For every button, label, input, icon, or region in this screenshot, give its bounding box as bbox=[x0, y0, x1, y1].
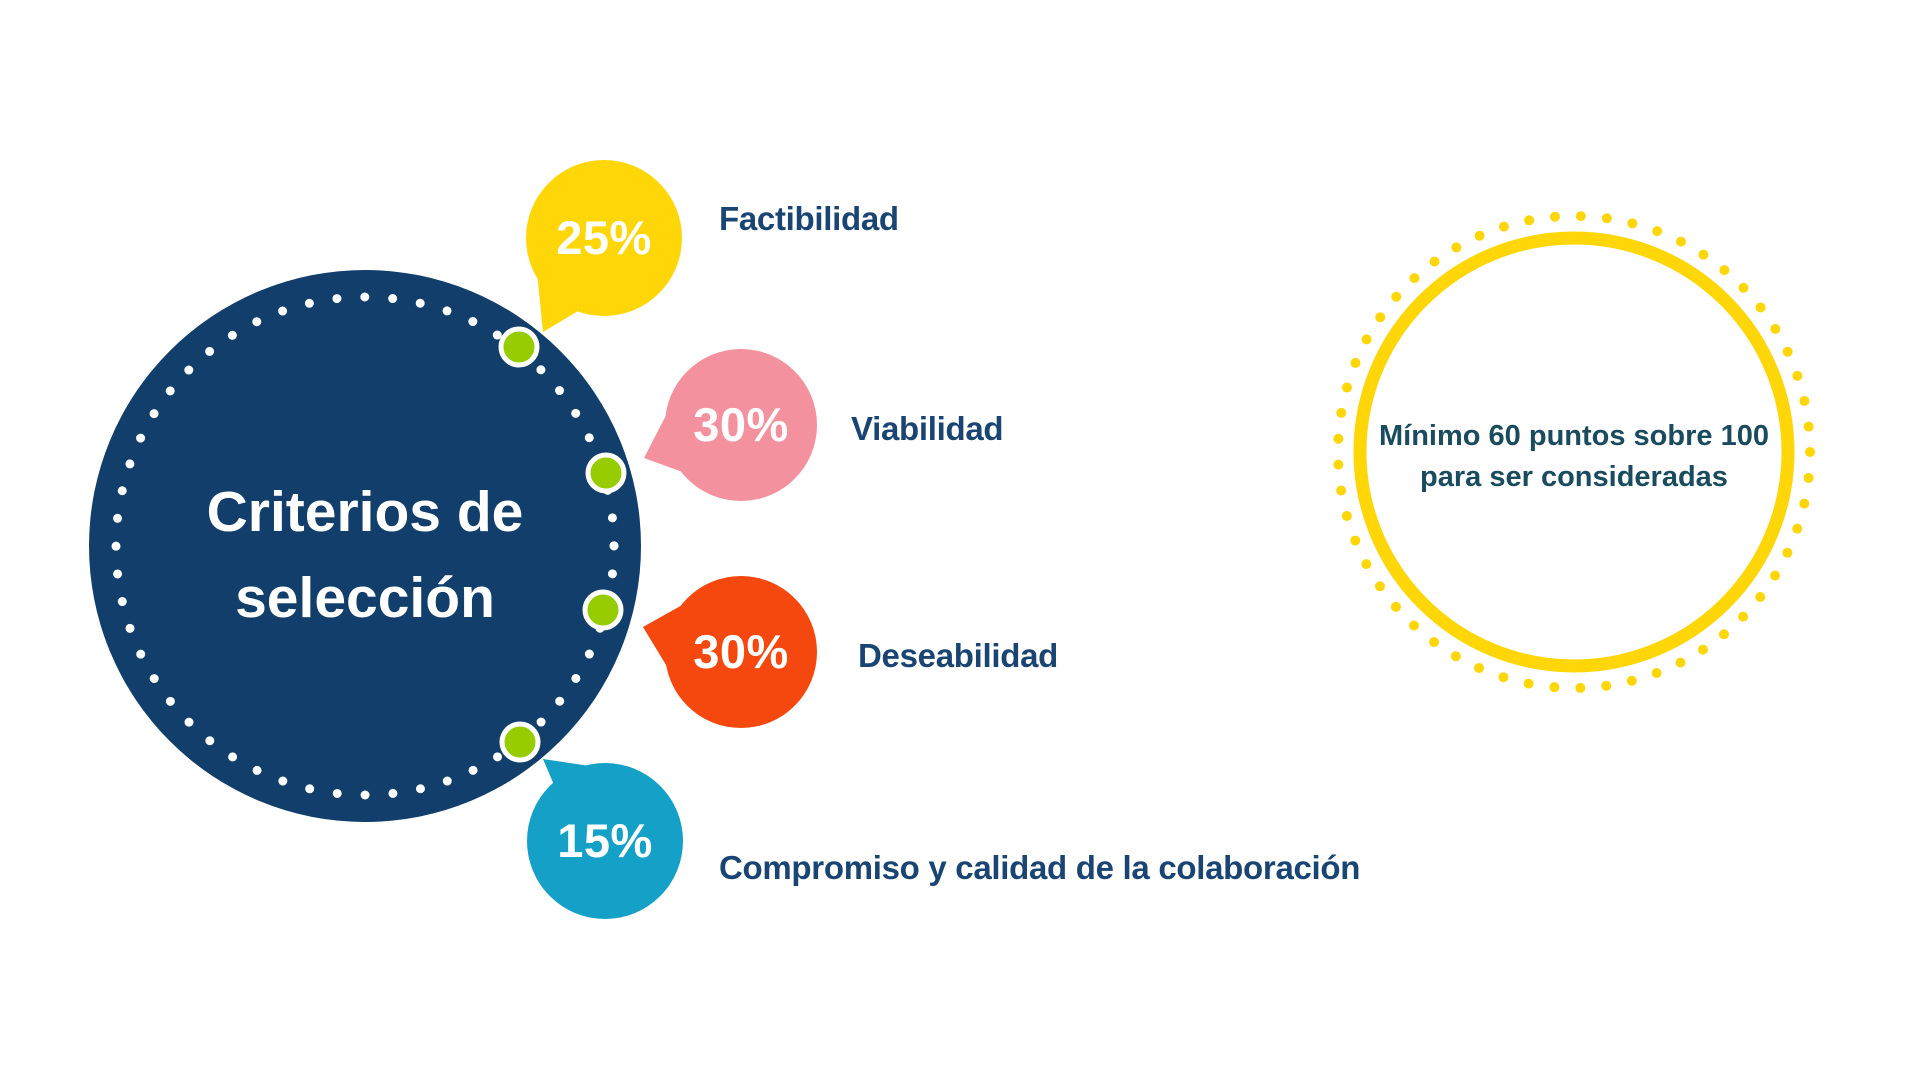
note-dotted-ring bbox=[1333, 211, 1815, 693]
note-ring bbox=[1353, 231, 1795, 673]
minimum-points-note: Mínimo 60 puntos sobre 100 para ser cons… bbox=[1354, 416, 1794, 498]
dotted-ring bbox=[111, 292, 619, 800]
main-title: Criterios de selección bbox=[85, 469, 645, 641]
main-circle bbox=[89, 270, 641, 822]
bubble-deseabilidad bbox=[665, 576, 817, 728]
bubble-viabilidad bbox=[665, 349, 817, 501]
label-viabilidad: Viabilidad bbox=[851, 410, 1004, 447]
percent-deseabilidad: 30% bbox=[693, 625, 789, 678]
connector-dot-viabilidad bbox=[585, 452, 627, 494]
percent-viabilidad: 30% bbox=[693, 398, 789, 451]
percent-compromiso: 15% bbox=[557, 814, 653, 867]
connector-dot-compromiso bbox=[499, 721, 541, 763]
main-title-line-2: selección bbox=[235, 566, 495, 630]
bubble-factibilidad bbox=[526, 160, 682, 316]
note-line-2: para ser consideradas bbox=[1420, 461, 1728, 493]
main-title-line-1: Criterios de bbox=[206, 480, 524, 544]
label-compromiso: Compromiso y calidad de la colaboración bbox=[719, 849, 1361, 886]
connector-dot-deseabilidad bbox=[582, 589, 624, 631]
connector-dot-factibilidad bbox=[498, 326, 540, 368]
percent-factibilidad: 25% bbox=[556, 211, 652, 264]
note-line-1: Mínimo 60 puntos sobre 100 bbox=[1379, 420, 1769, 452]
bubble-compromiso bbox=[527, 763, 683, 919]
label-factibilidad: Factibilidad bbox=[719, 200, 899, 237]
label-deseabilidad: Deseabilidad bbox=[858, 637, 1058, 674]
